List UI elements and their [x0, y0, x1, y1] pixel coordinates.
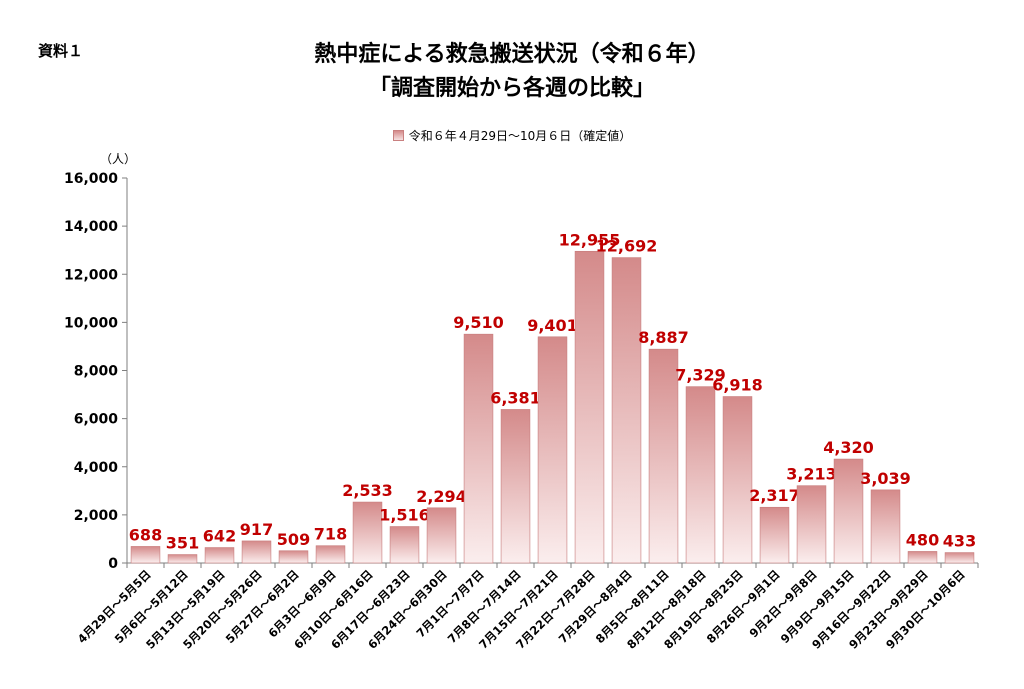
y-tick-label: 2,000	[74, 508, 119, 524]
chart-subtitle: 「調査開始から各週の比較」	[368, 76, 655, 101]
bar	[648, 348, 679, 564]
bar-value-label: 688	[129, 525, 162, 544]
bar-value-label: 1,516	[379, 506, 430, 525]
bar-value-label: 3,039	[860, 469, 911, 488]
bar	[611, 257, 642, 564]
x-category-label: 6月3日～6月9日	[265, 567, 338, 640]
y-tick-label: 10,000	[64, 315, 118, 331]
bar	[204, 547, 235, 564]
bar-value-label: 509	[277, 530, 310, 549]
bar	[130, 546, 161, 564]
bar-value-label: 480	[906, 530, 939, 549]
y-tick-label: 12,000	[64, 267, 118, 283]
y-tick-label: 16,000	[64, 171, 118, 187]
bar	[241, 540, 272, 564]
legend-label: 令和６年４月29日～10月６日（確定値）	[408, 129, 632, 143]
y-tick-label: 4,000	[74, 460, 119, 476]
bar-value-label: 8,887	[638, 328, 689, 347]
bar	[426, 507, 457, 564]
bar	[389, 526, 420, 564]
legend-swatch	[392, 130, 404, 141]
bar-value-label: 7,329	[675, 366, 726, 385]
chart-title: 熱中症による救急搬送状況（令和６年）	[314, 42, 710, 67]
bar	[574, 250, 605, 564]
bar-value-label: 718	[314, 525, 347, 544]
bar-value-label: 6,918	[712, 376, 763, 395]
y-tick-label: 14,000	[64, 219, 118, 235]
document-label: 資料１	[38, 42, 84, 60]
bar	[278, 550, 309, 564]
bar	[759, 506, 790, 564]
bar-value-label: 2,317	[749, 486, 800, 505]
bar-value-label: 642	[203, 527, 236, 546]
x-category-label: 9月2日～9月8日	[746, 567, 819, 640]
bar-value-label: 351	[166, 534, 199, 553]
bar	[537, 336, 568, 564]
bar	[722, 396, 753, 564]
bar-value-label: 433	[943, 532, 976, 551]
y-tick-label: 8,000	[74, 364, 119, 380]
bar	[167, 554, 198, 564]
bar	[833, 458, 864, 564]
bar-value-label: 917	[240, 520, 273, 539]
y-tick-label: 6,000	[74, 412, 119, 428]
bar	[870, 489, 901, 564]
bar	[463, 333, 494, 564]
bar-value-label: 3,213	[786, 465, 837, 484]
y-tick-label: 0	[108, 556, 118, 572]
bar-value-label: 12,955	[559, 230, 621, 249]
x-category-label: 7月1日～7月7日	[413, 567, 486, 640]
bar-value-label: 2,533	[342, 481, 393, 500]
bar	[315, 545, 346, 564]
bar-value-label: 4,320	[823, 438, 874, 457]
y-unit-label: （人）	[100, 152, 136, 166]
bar	[907, 551, 938, 564]
bar	[944, 552, 975, 564]
bar	[352, 501, 383, 564]
bar-value-label: 9,510	[453, 313, 504, 332]
bar	[500, 409, 531, 564]
bar-value-label: 9,401	[527, 316, 578, 335]
bar	[685, 386, 716, 564]
bar-value-label: 12,692	[596, 237, 658, 256]
chart-legend: 令和６年４月29日～10月６日（確定値）	[0, 127, 1024, 144]
bar-value-label: 2,294	[416, 487, 467, 506]
bar	[796, 485, 827, 564]
bar-value-label: 6,381	[490, 388, 541, 407]
